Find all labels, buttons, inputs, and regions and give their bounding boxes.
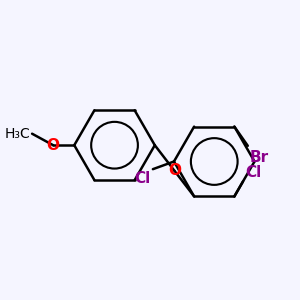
Text: O: O [168, 163, 181, 178]
Text: O: O [47, 138, 60, 153]
Text: H₃C: H₃C [4, 127, 30, 141]
Text: Cl: Cl [134, 171, 150, 186]
Text: Br: Br [250, 150, 269, 165]
Text: Cl: Cl [245, 164, 261, 179]
